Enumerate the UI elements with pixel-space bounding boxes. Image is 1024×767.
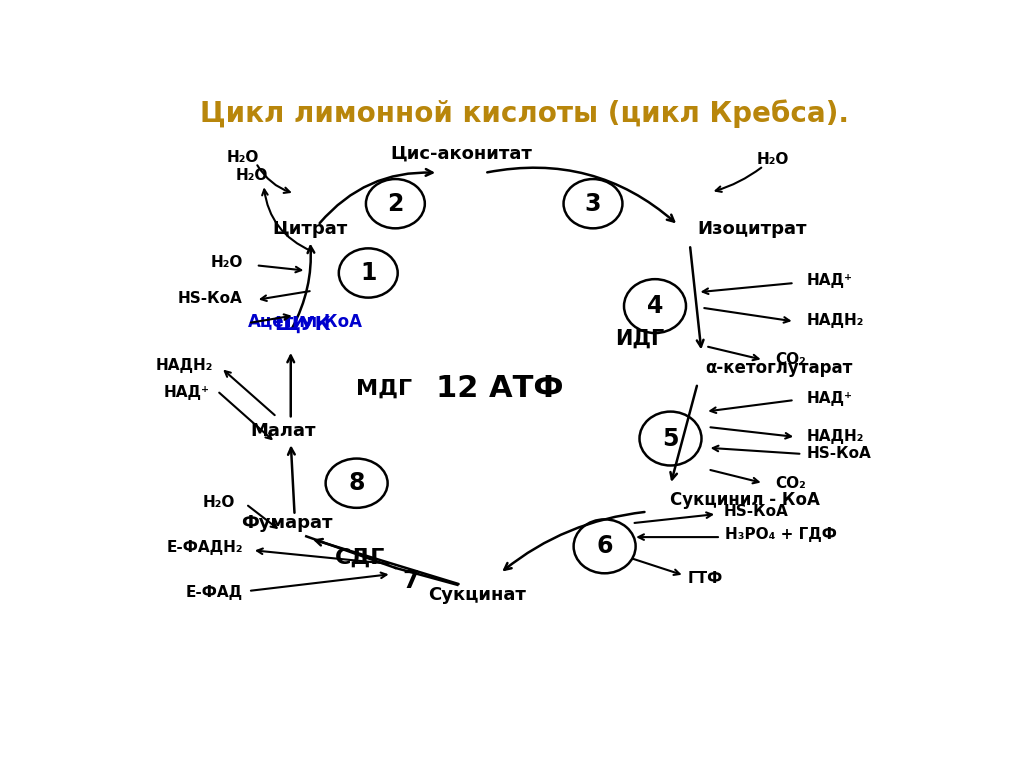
- Text: Малат: Малат: [250, 422, 315, 439]
- Text: Н₃РО₄ + ГДФ: Н₃РО₄ + ГДФ: [725, 527, 837, 542]
- Text: ГТФ: ГТФ: [687, 571, 723, 586]
- Text: Е-ФАДН₂: Е-ФАДН₂: [166, 541, 243, 555]
- Text: Фумарат: Фумарат: [241, 514, 333, 532]
- Text: НАД⁺: НАД⁺: [806, 273, 852, 288]
- Text: HS-КоА: HS-КоА: [178, 291, 243, 306]
- Text: H₂O: H₂O: [226, 150, 259, 165]
- Text: МДГ: МДГ: [355, 378, 412, 399]
- Text: Цитрат: Цитрат: [272, 220, 348, 238]
- Text: ЩУК: ЩУК: [274, 315, 331, 334]
- Text: СО₂: СО₂: [775, 476, 806, 491]
- Text: 3: 3: [585, 192, 601, 216]
- Text: H₂O: H₂O: [210, 255, 243, 271]
- Text: 6: 6: [596, 535, 613, 558]
- Text: 12 АТФ: 12 АТФ: [436, 374, 564, 403]
- Text: НАД⁺: НАД⁺: [806, 391, 852, 406]
- Text: Сукцинил - КоА: Сукцинил - КоА: [671, 491, 820, 509]
- Text: СДГ: СДГ: [335, 548, 386, 568]
- Text: HS-КоА: HS-КоА: [806, 446, 870, 462]
- Text: Ацетил-КоА: Ацетил-КоА: [248, 312, 364, 331]
- Text: Сукцинат: Сукцинат: [428, 586, 525, 604]
- Text: 7: 7: [402, 569, 419, 593]
- Text: Цис-аконитат: Цис-аконитат: [390, 145, 532, 163]
- Text: 5: 5: [663, 426, 679, 450]
- Text: НАДН₂: НАДН₂: [806, 430, 863, 445]
- Text: Изоцитрат: Изоцитрат: [697, 220, 807, 238]
- Text: HS-КоА: HS-КоА: [723, 504, 787, 519]
- Text: СО₂: СО₂: [775, 352, 806, 367]
- Text: НАДН₂: НАДН₂: [156, 358, 213, 373]
- Text: Е-ФАД: Е-ФАД: [185, 585, 243, 600]
- Text: 8: 8: [348, 471, 365, 495]
- Text: 1: 1: [360, 261, 377, 285]
- Text: H₂O: H₂O: [236, 168, 268, 183]
- Text: Цикл лимонной кислоты (цикл Кребса).: Цикл лимонной кислоты (цикл Кребса).: [201, 99, 849, 128]
- Text: H₂O: H₂O: [203, 495, 234, 510]
- Text: α-кетоглутарат: α-кетоглутарат: [706, 359, 853, 377]
- Text: 4: 4: [647, 294, 664, 318]
- Text: НАД⁺: НАД⁺: [164, 385, 209, 400]
- Text: НАДН₂: НАДН₂: [806, 313, 863, 328]
- Text: ИДГ: ИДГ: [614, 328, 665, 348]
- Text: H₂O: H₂O: [757, 153, 788, 167]
- Text: 2: 2: [387, 192, 403, 216]
